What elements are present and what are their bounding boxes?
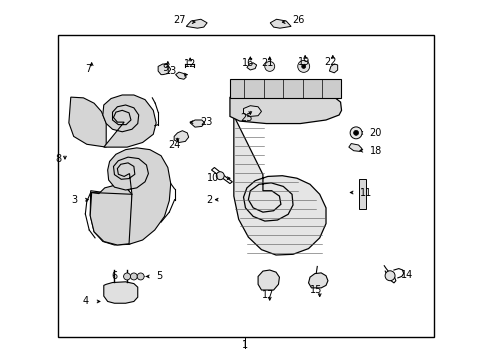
- Circle shape: [130, 273, 137, 280]
- Circle shape: [385, 271, 394, 281]
- Polygon shape: [103, 282, 138, 303]
- Text: 20: 20: [369, 128, 381, 138]
- Text: 21: 21: [261, 58, 273, 68]
- Text: 13: 13: [165, 66, 177, 76]
- Circle shape: [349, 127, 361, 139]
- Text: 8: 8: [55, 154, 61, 163]
- Polygon shape: [246, 63, 256, 70]
- Text: 17: 17: [261, 290, 273, 300]
- Text: 9: 9: [163, 63, 169, 73]
- Polygon shape: [107, 148, 170, 244]
- Text: 12: 12: [183, 59, 196, 69]
- Text: 22: 22: [324, 57, 336, 67]
- Polygon shape: [174, 131, 188, 143]
- Polygon shape: [229, 79, 340, 98]
- Polygon shape: [90, 185, 132, 245]
- Text: 14: 14: [400, 270, 412, 280]
- Text: 23: 23: [200, 117, 212, 127]
- Text: 5: 5: [156, 271, 162, 282]
- Circle shape: [137, 273, 144, 280]
- Text: 7: 7: [85, 64, 91, 74]
- Polygon shape: [329, 64, 337, 73]
- Polygon shape: [348, 144, 361, 152]
- Text: 1: 1: [242, 340, 248, 350]
- Text: 16: 16: [242, 58, 254, 68]
- Polygon shape: [190, 120, 204, 127]
- Polygon shape: [90, 184, 132, 245]
- Polygon shape: [175, 72, 186, 79]
- Text: 6: 6: [111, 271, 117, 282]
- Circle shape: [216, 172, 224, 180]
- Text: 2: 2: [206, 195, 213, 204]
- Circle shape: [123, 273, 130, 280]
- Bar: [358, 179, 366, 209]
- Text: 4: 4: [82, 296, 88, 306]
- Text: 27: 27: [172, 15, 185, 25]
- Polygon shape: [186, 19, 207, 28]
- Text: 10: 10: [206, 173, 219, 183]
- Polygon shape: [102, 95, 156, 147]
- Polygon shape: [258, 270, 279, 290]
- Circle shape: [297, 60, 309, 72]
- Polygon shape: [308, 273, 327, 288]
- Text: 25: 25: [240, 113, 253, 123]
- Text: 18: 18: [369, 146, 381, 156]
- Circle shape: [353, 130, 358, 135]
- Text: 24: 24: [167, 140, 180, 150]
- Text: 19: 19: [297, 57, 309, 67]
- Text: 3: 3: [71, 195, 77, 204]
- Bar: [58, 35, 433, 337]
- Text: 11: 11: [359, 188, 371, 198]
- Text: 15: 15: [309, 285, 322, 295]
- Text: 26: 26: [291, 15, 304, 25]
- Polygon shape: [233, 116, 325, 255]
- Polygon shape: [229, 97, 341, 123]
- Polygon shape: [270, 19, 290, 28]
- Circle shape: [264, 62, 274, 71]
- Polygon shape: [158, 64, 170, 75]
- Circle shape: [301, 64, 305, 68]
- Polygon shape: [69, 97, 106, 147]
- Polygon shape: [243, 106, 261, 116]
